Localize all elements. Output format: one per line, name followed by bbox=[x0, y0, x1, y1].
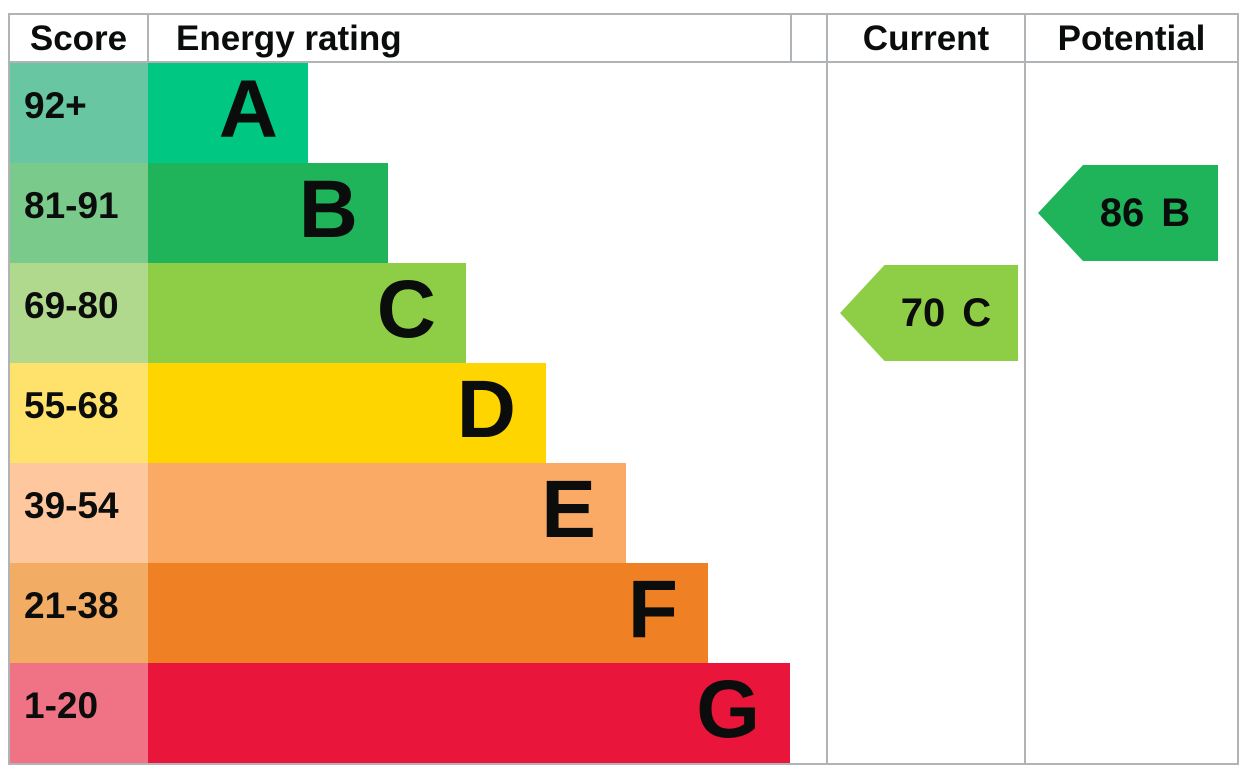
current-header: Current bbox=[862, 18, 990, 58]
table-border-bottom bbox=[8, 763, 1239, 765]
rating-bar-b: B bbox=[148, 163, 388, 263]
band-letter-b: B bbox=[298, 164, 358, 255]
band-row-g: 1-20 G bbox=[10, 663, 790, 763]
score-range-label-g: 1-20 bbox=[24, 684, 99, 726]
potential-column-divider bbox=[1024, 13, 1026, 765]
score-range-label-b: 81-91 bbox=[24, 184, 119, 226]
score-range-cell-e: 39-54 bbox=[10, 463, 148, 563]
score-header: Score bbox=[29, 18, 128, 58]
table-border-right bbox=[1237, 13, 1239, 765]
band-row-a: 92+ A bbox=[10, 63, 308, 163]
current-rating-band: C bbox=[962, 291, 992, 335]
score-range-cell-f: 21-38 bbox=[10, 563, 148, 663]
rating-column-divider bbox=[790, 13, 792, 63]
score-range-cell-a: 92+ bbox=[10, 63, 148, 163]
potential-rating-band: B bbox=[1161, 191, 1191, 235]
rating-bar-g: G bbox=[148, 663, 790, 763]
table-border-top bbox=[8, 13, 1239, 15]
band-letter-f: F bbox=[627, 564, 678, 655]
score-range-cell-d: 55-68 bbox=[10, 363, 148, 463]
current-rating-arrow: 70 C bbox=[840, 265, 1018, 361]
band-letter-c: C bbox=[376, 264, 436, 355]
table-border-left bbox=[8, 13, 10, 765]
band-row-d: 55-68 D bbox=[10, 363, 546, 463]
rating-bar-e: E bbox=[148, 463, 626, 563]
band-letter-g: G bbox=[696, 664, 760, 755]
current-rating-value: 70 bbox=[900, 291, 946, 335]
score-range-cell-c: 69-80 bbox=[10, 263, 148, 363]
score-range-cell-g: 1-20 bbox=[10, 663, 148, 763]
band-row-e: 39-54 E bbox=[10, 463, 626, 563]
current-column-divider bbox=[826, 13, 828, 765]
score-range-label-c: 69-80 bbox=[24, 284, 119, 326]
rating-bar-a: A bbox=[148, 63, 308, 163]
header-divider bbox=[8, 61, 1239, 63]
band-row-c: 69-80 C bbox=[10, 263, 466, 363]
band-row-f: 21-38 F bbox=[10, 563, 708, 663]
score-range-label-f: 21-38 bbox=[24, 584, 119, 626]
rating-bar-d: D bbox=[148, 363, 546, 463]
band-letter-e: E bbox=[541, 464, 596, 555]
score-range-label-a: 92+ bbox=[24, 84, 87, 126]
band-row-b: 81-91 B bbox=[10, 163, 388, 263]
score-range-label-e: 39-54 bbox=[24, 484, 119, 526]
energy-rating-header: Energy rating bbox=[176, 18, 402, 58]
potential-header: Potential bbox=[1057, 18, 1206, 58]
band-letter-a: A bbox=[218, 64, 278, 155]
potential-rating-value: 86 bbox=[1099, 191, 1145, 235]
potential-rating-arrow: 86 B bbox=[1038, 165, 1218, 261]
score-column-divider bbox=[147, 13, 149, 63]
rating-bar-c: C bbox=[148, 263, 466, 363]
score-range-label-d: 55-68 bbox=[24, 384, 119, 426]
score-range-cell-b: 81-91 bbox=[10, 163, 148, 263]
band-letter-d: D bbox=[456, 364, 516, 455]
rating-bar-f: F bbox=[148, 563, 708, 663]
